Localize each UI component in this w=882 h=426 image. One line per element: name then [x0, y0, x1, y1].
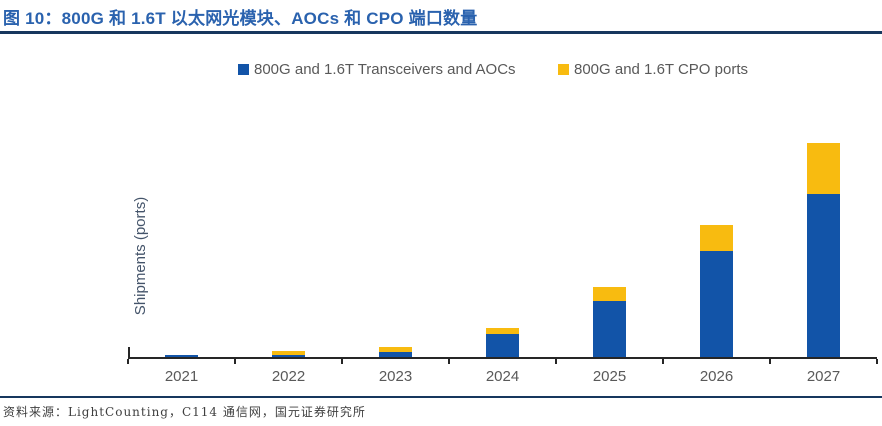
legend-swatch-cpo: [558, 64, 569, 75]
bar-2026-transceivers: [700, 251, 733, 357]
bar-2023-cpo: [379, 347, 412, 352]
bar-2023-transceivers: [379, 351, 412, 357]
bar-2027-transceivers: [807, 194, 840, 357]
bar-2024-cpo: [486, 327, 519, 334]
bar-2022-cpo: [272, 351, 305, 355]
x-axis-tick: [127, 359, 129, 364]
bar-2025-transceivers: [593, 300, 626, 357]
x-axis-tick: [234, 359, 236, 364]
x-axis-tick: [769, 359, 771, 364]
x-axis-tick: [555, 359, 557, 364]
footer-divider-line: [0, 396, 882, 398]
bar-2021-transceivers: [165, 355, 198, 357]
legend-label-transceivers: 800G and 1.6T Transceivers and AOCs: [254, 61, 516, 78]
x-axis-label-2025: 2025: [592, 368, 627, 385]
bar-2026-cpo: [700, 224, 733, 251]
bar-2022-transceivers: [272, 355, 305, 357]
x-axis-line: [128, 357, 877, 359]
x-axis-label-2027: 2027: [806, 368, 841, 385]
y-axis-stub: [128, 347, 130, 358]
x-axis-tick: [341, 359, 343, 364]
x-axis-label-2021: 2021: [164, 368, 199, 385]
x-axis-tick: [662, 359, 664, 364]
x-axis-label-2022: 2022: [271, 368, 306, 385]
figure-title: 图 10：800G 和 1.6T 以太网光模块、AOCs 和 CPO 端口数量: [3, 9, 478, 28]
legend-item-cpo: 800G and 1.6T CPO ports: [558, 61, 748, 78]
legend-swatch-transceivers: [238, 64, 249, 75]
bar-2024-transceivers: [486, 333, 519, 357]
x-axis-tick: [876, 359, 878, 364]
legend-label-cpo: 800G and 1.6T CPO ports: [574, 61, 748, 78]
x-axis-label-2026: 2026: [699, 368, 734, 385]
source-note: 资料来源：LightCounting，C114 通信网，国元证券研究所: [3, 405, 366, 419]
x-axis-label-2024: 2024: [485, 368, 520, 385]
legend-item-transceivers: 800G and 1.6T Transceivers and AOCs: [238, 61, 516, 78]
bar-2025-cpo: [593, 287, 626, 301]
y-axis-title: Shipments (ports): [132, 196, 149, 316]
x-axis-label-2023: 2023: [378, 368, 413, 385]
bar-2027-cpo: [807, 143, 840, 194]
x-axis-tick: [448, 359, 450, 364]
title-divider-line: [0, 31, 882, 34]
